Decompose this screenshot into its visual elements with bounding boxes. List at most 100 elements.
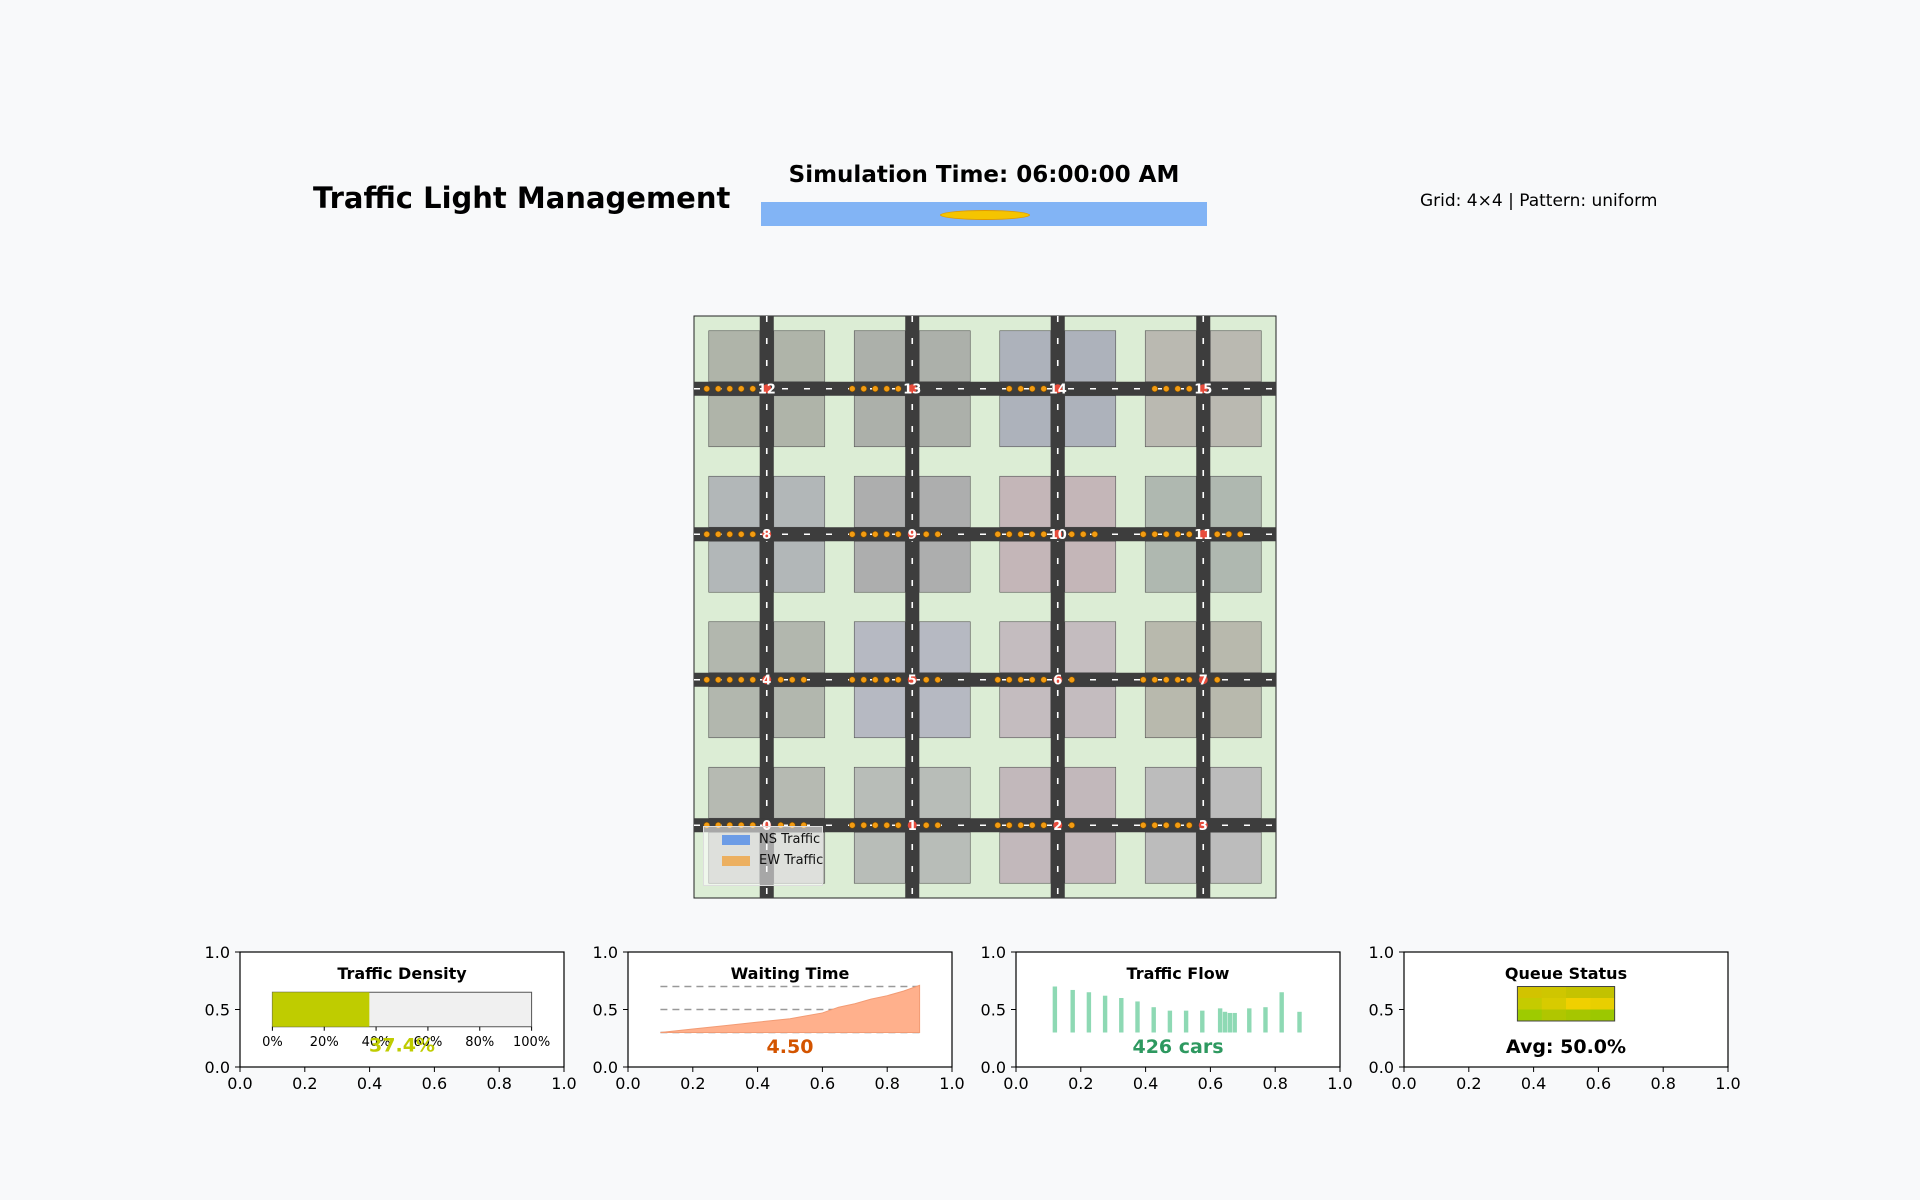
intersection-label: 10 xyxy=(1049,528,1067,543)
flow-bar xyxy=(1183,1010,1189,1033)
car-marker xyxy=(894,676,902,684)
traffic-light-icon xyxy=(1198,820,1208,830)
car-marker xyxy=(1068,530,1076,538)
density-tick-label: 80% xyxy=(465,1035,494,1050)
flow-value: 426 cars xyxy=(1132,1036,1223,1058)
building-block xyxy=(918,766,971,819)
traffic-light-icon xyxy=(1053,529,1063,539)
building-block xyxy=(999,621,1052,674)
car-marker xyxy=(703,676,711,684)
building-block xyxy=(1064,330,1117,383)
building-block xyxy=(999,395,1052,448)
page-title: Traffic Light Management xyxy=(313,181,731,215)
density-bar xyxy=(272,992,370,1027)
density-value: 37.4% xyxy=(369,1034,435,1056)
car-marker xyxy=(1040,385,1048,393)
intersection-label: 8 xyxy=(762,528,771,543)
density-tick-label: 20% xyxy=(310,1035,339,1050)
flow-bar xyxy=(1263,1007,1268,1033)
sun-icon xyxy=(940,210,1030,220)
car-marker xyxy=(714,530,722,538)
flow-bar xyxy=(1102,995,1108,1033)
car-marker xyxy=(1017,821,1025,829)
panel-frame xyxy=(1015,951,1341,1068)
car-marker xyxy=(1139,821,1147,829)
car-marker xyxy=(1028,676,1036,684)
flow-bar xyxy=(1135,1001,1140,1033)
car-marker xyxy=(1091,530,1099,538)
legend-label-ew: EW Traffic xyxy=(759,853,824,868)
intersection-label: 1 xyxy=(908,819,917,834)
y-tick-label: 1.0 xyxy=(205,943,230,962)
building-block xyxy=(853,395,906,448)
car-marker xyxy=(1151,676,1159,684)
building-block xyxy=(1209,540,1262,593)
car-marker xyxy=(922,530,930,538)
x-tick-label: 0.8 xyxy=(874,1074,899,1093)
building-block xyxy=(1144,831,1197,884)
building-block xyxy=(999,766,1052,819)
car-marker xyxy=(894,821,902,829)
car-marker xyxy=(749,676,757,684)
x-tick-label: 0.0 xyxy=(1391,1074,1416,1093)
flow-bar xyxy=(1167,1010,1173,1033)
car-marker xyxy=(726,676,734,684)
x-tick-label: 0.2 xyxy=(1068,1074,1093,1093)
car-marker xyxy=(800,676,808,684)
queue-heatmap-cell xyxy=(1517,986,1543,999)
building-block xyxy=(773,395,826,448)
building-block xyxy=(918,330,971,383)
car-marker xyxy=(1040,821,1048,829)
car-marker xyxy=(922,676,930,684)
car-marker xyxy=(703,385,711,393)
building-block xyxy=(853,330,906,383)
x-tick-label: 0.6 xyxy=(1198,1074,1223,1093)
building-block xyxy=(1144,766,1197,819)
car-marker xyxy=(1005,821,1013,829)
flow-bar xyxy=(1119,998,1124,1033)
car-marker xyxy=(726,530,734,538)
flow-bar xyxy=(1086,992,1092,1033)
density-tick-label: 60% xyxy=(413,1035,442,1050)
building-block xyxy=(1144,540,1197,593)
queue-heatmap-cell xyxy=(1541,998,1567,1010)
car-marker xyxy=(703,530,711,538)
legend-swatch-ew xyxy=(722,856,750,866)
building-block xyxy=(1209,330,1262,383)
car-marker xyxy=(737,385,745,393)
car-marker xyxy=(1225,530,1233,538)
intersection-label: 7 xyxy=(1199,673,1208,688)
y-tick-label: 0.5 xyxy=(205,1001,230,1020)
car-marker xyxy=(994,676,1002,684)
car-marker xyxy=(1185,530,1193,538)
car-marker xyxy=(1139,676,1147,684)
building-block xyxy=(918,395,971,448)
car-marker xyxy=(1068,821,1076,829)
traffic-light-icon xyxy=(1053,384,1063,394)
car-marker xyxy=(1151,530,1159,538)
car-marker xyxy=(860,676,868,684)
flow-bar xyxy=(1217,1008,1223,1033)
traffic-light-icon xyxy=(762,675,772,685)
car-marker xyxy=(1162,385,1170,393)
y-tick-label: 1.0 xyxy=(1369,943,1394,962)
queue-heatmap-frame xyxy=(1516,986,1616,1022)
building-block xyxy=(1209,621,1262,674)
intersection-label: 6 xyxy=(1053,673,1062,688)
flow-bar xyxy=(1200,1010,1205,1033)
legend-swatch-ns xyxy=(722,835,750,845)
building-block xyxy=(1064,766,1117,819)
car-marker xyxy=(934,821,942,829)
building-block xyxy=(1064,395,1117,448)
y-tick-label: 0.5 xyxy=(1369,1001,1394,1020)
y-tick-label: 0.0 xyxy=(981,1058,1006,1077)
building-block xyxy=(853,621,906,674)
queue-heatmap-cell xyxy=(1590,998,1616,1010)
car-marker xyxy=(1162,821,1170,829)
flow-bar xyxy=(1232,1012,1237,1033)
building-block xyxy=(708,475,761,528)
traffic-light-icon xyxy=(1198,384,1208,394)
car-marker xyxy=(1185,676,1193,684)
x-tick-label: 0.4 xyxy=(745,1074,770,1093)
car-marker xyxy=(871,821,879,829)
